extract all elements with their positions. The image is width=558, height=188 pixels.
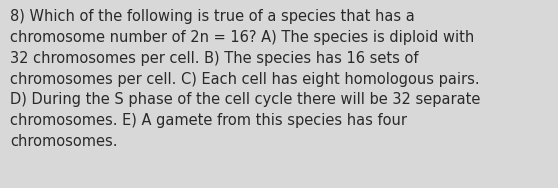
Text: 8) Which of the following is true of a species that has a
chromosome number of 2: 8) Which of the following is true of a s… — [10, 9, 480, 149]
